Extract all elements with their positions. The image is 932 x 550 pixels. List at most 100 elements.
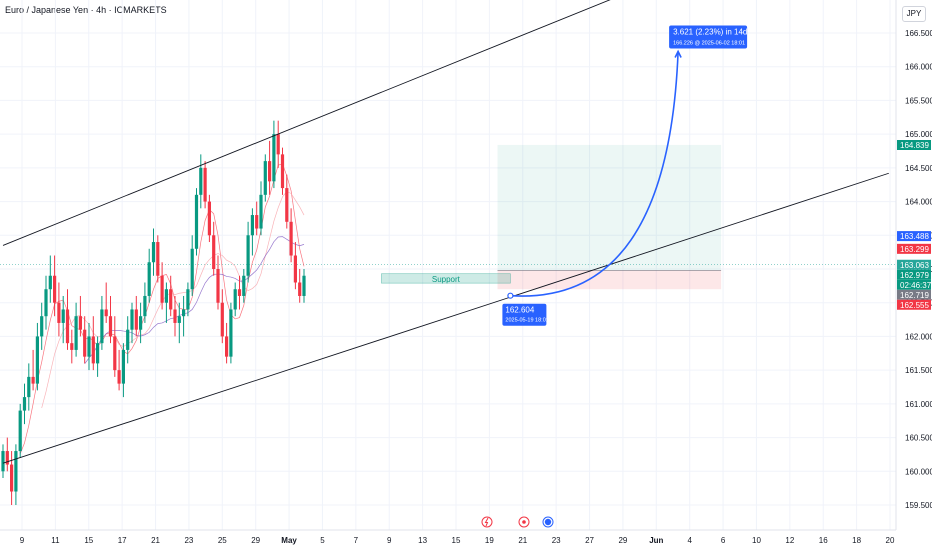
- price-label-box: [897, 289, 931, 300]
- y-tick-label: 165.500: [905, 96, 932, 105]
- candle-body: [87, 336, 91, 357]
- event-icons: [481, 516, 554, 528]
- candle: [87, 322, 91, 371]
- target-zone: [497, 144, 722, 271]
- candle: [289, 208, 293, 263]
- candle: [18, 403, 22, 458]
- candle: [70, 329, 74, 364]
- zones: Support: [0, 144, 896, 290]
- channel-upper: [2, 0, 611, 246]
- candle-body: [151, 242, 156, 263]
- moving-average-line: [41, 191, 305, 408]
- candle: [242, 269, 246, 303]
- y-tick-label: 162.000: [905, 332, 932, 341]
- candle-body: [272, 134, 276, 182]
- candle: [134, 295, 138, 337]
- x-tick-label: 16: [819, 536, 828, 545]
- target-icon: [518, 516, 530, 528]
- candle: [182, 295, 186, 337]
- candle-body: [61, 309, 65, 323]
- x-tick-label: 10: [752, 536, 761, 545]
- candle-body: [14, 451, 18, 492]
- candle-body: [134, 309, 138, 330]
- support-label: Support: [432, 275, 461, 284]
- candle: [65, 289, 70, 350]
- price-label-box: [897, 259, 931, 270]
- price-label-box: [897, 231, 931, 242]
- projection-arrowhead: [674, 49, 682, 58]
- x-tick-label: 11: [51, 536, 60, 545]
- currency-button[interactable]: JPY: [902, 6, 926, 22]
- candle: [143, 282, 147, 323]
- price-label: 162.555: [900, 301, 929, 310]
- candle: [27, 363, 31, 411]
- candle-body: [177, 316, 181, 323]
- candle-body: [182, 309, 186, 317]
- candle: [259, 181, 263, 236]
- candle: [156, 235, 160, 283]
- stop-zone: [497, 270, 722, 290]
- candle: [160, 262, 164, 310]
- x-tick-label: 25: [218, 536, 227, 545]
- candle-body: [27, 376, 31, 398]
- candle: [5, 437, 9, 472]
- chart-title: Euro / Japanese Yen · 4h · ICMARKETS: [5, 5, 167, 15]
- candle-body: [233, 289, 237, 310]
- projection-start-date: 2025-05-19 18:01: [505, 318, 548, 324]
- candle-body: [250, 215, 254, 236]
- candle: [96, 336, 100, 377]
- candle-body: [70, 343, 74, 350]
- x-tick-label: 21: [151, 536, 160, 545]
- candle: [14, 444, 18, 505]
- candle: [263, 154, 267, 202]
- candle-body: [5, 451, 9, 465]
- candle-body: [113, 336, 117, 371]
- projection-start-price: 162.604: [505, 306, 534, 315]
- candle-body: [31, 376, 35, 384]
- candle: [255, 201, 259, 236]
- candle-body: [164, 289, 168, 303]
- candle: [130, 302, 134, 344]
- candle-body: [143, 295, 147, 317]
- price-label: 163.063: [900, 261, 929, 270]
- channel-lower: [2, 172, 889, 464]
- candle-body: [242, 275, 246, 296]
- candle-body: [207, 201, 211, 236]
- candle-body: [237, 289, 242, 296]
- y-tick-label: 161.500: [905, 366, 932, 375]
- candle: [108, 295, 113, 344]
- x-tick-label: 29: [251, 536, 260, 545]
- x-tick-label: 15: [84, 536, 93, 545]
- candle-body: [298, 282, 302, 296]
- candle-body: [91, 336, 95, 364]
- candle-body: [289, 221, 293, 256]
- x-tick-label: 17: [118, 536, 127, 545]
- x-tick-label: 23: [552, 536, 561, 545]
- y-tick-label: 166.500: [905, 29, 932, 38]
- candle: [285, 174, 289, 229]
- candle-body: [216, 269, 220, 303]
- price-label-box: [897, 279, 931, 290]
- candle-body: [160, 275, 164, 303]
- candle-body: [96, 343, 100, 364]
- candle: [190, 235, 194, 296]
- candle-body: [1, 451, 5, 472]
- candle: [177, 302, 181, 344]
- candle: [53, 255, 57, 317]
- y-tick-label: 164.000: [905, 198, 932, 207]
- x-tick-label: 15: [452, 536, 461, 545]
- candle-body: [190, 248, 194, 290]
- grid: [0, 0, 896, 530]
- x-tick-label: 18: [852, 536, 861, 545]
- y-tick-label: 161.000: [905, 400, 932, 409]
- candle: [121, 343, 125, 398]
- projection-arrow: [510, 51, 679, 297]
- candle-body: [83, 329, 87, 357]
- candle: [203, 161, 207, 209]
- candle: [220, 289, 224, 344]
- candle-body: [57, 302, 61, 323]
- y-tick-label: 159.500: [905, 501, 932, 510]
- candle-body: [293, 255, 297, 283]
- candle-body: [139, 316, 143, 330]
